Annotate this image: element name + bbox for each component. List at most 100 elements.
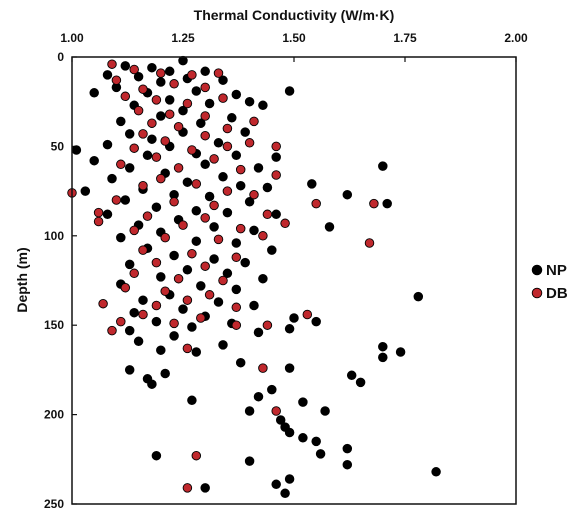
data-point-db xyxy=(160,136,170,146)
data-point-db xyxy=(222,141,233,152)
data-point-np xyxy=(240,257,250,268)
data-point-np xyxy=(120,195,131,205)
legend-marker-np xyxy=(531,264,543,276)
data-point-db xyxy=(311,198,321,209)
data-point-np xyxy=(191,236,202,246)
data-point-db xyxy=(129,225,139,236)
data-point-db xyxy=(244,138,255,148)
data-point-db xyxy=(111,75,122,85)
data-point-db xyxy=(187,248,197,259)
data-point-np xyxy=(204,191,215,202)
data-point-np xyxy=(124,163,135,173)
data-point-db xyxy=(169,197,179,207)
data-point-np xyxy=(124,325,135,336)
data-point-db xyxy=(271,141,281,152)
data-point-np xyxy=(378,352,388,363)
data-point-np xyxy=(102,139,113,150)
data-point-db xyxy=(169,79,179,89)
data-point-np xyxy=(382,198,392,209)
data-point-db xyxy=(182,98,193,109)
data-point-db xyxy=(213,68,224,78)
data-point-np xyxy=(355,377,366,388)
data-point-db xyxy=(200,213,210,223)
data-point-np xyxy=(120,61,131,71)
data-point-np xyxy=(169,331,179,341)
data-point-np xyxy=(244,456,255,466)
data-point-np xyxy=(116,116,126,127)
data-point-db xyxy=(369,198,379,209)
data-point-db xyxy=(93,216,104,227)
data-point-np xyxy=(191,86,202,96)
data-point-np xyxy=(307,179,317,189)
data-point-db xyxy=(262,209,273,220)
data-point-np xyxy=(231,284,242,295)
data-point-np xyxy=(156,77,166,87)
data-point-np xyxy=(178,304,188,314)
data-point-db xyxy=(249,189,259,200)
data-point-np xyxy=(147,134,157,144)
data-point-db xyxy=(182,295,193,305)
data-point-np xyxy=(200,66,210,77)
data-point-db xyxy=(200,261,210,271)
data-point-np xyxy=(253,163,264,173)
data-point-np xyxy=(102,209,113,220)
data-point-np xyxy=(133,336,144,347)
data-point-np xyxy=(346,370,357,381)
data-point-np xyxy=(244,197,255,207)
data-point-np xyxy=(244,406,255,416)
data-point-db xyxy=(218,275,228,286)
data-point-db xyxy=(204,290,215,300)
data-point-db xyxy=(107,59,117,69)
data-point-db xyxy=(138,129,148,139)
data-point-db xyxy=(187,145,197,155)
data-point-np xyxy=(151,316,162,327)
data-point-np xyxy=(431,467,441,477)
data-point-db xyxy=(160,286,170,296)
x-tick-label: 1.75 xyxy=(393,31,417,45)
data-point-np xyxy=(378,341,388,352)
data-point-np xyxy=(298,397,308,407)
legend-label-np: NP xyxy=(546,262,567,279)
data-point-db xyxy=(147,118,157,128)
data-point-db xyxy=(116,159,126,170)
data-point-db xyxy=(138,84,148,94)
data-point-db xyxy=(271,170,281,180)
data-point-np xyxy=(284,324,295,334)
legend: NP DB xyxy=(531,262,568,302)
data-point-db xyxy=(107,325,117,336)
data-point-db xyxy=(151,300,162,311)
data-point-db xyxy=(209,200,219,211)
data-point-db xyxy=(173,121,184,132)
data-point-db xyxy=(218,93,228,103)
data-point-db xyxy=(200,130,210,141)
data-point-np xyxy=(213,138,224,148)
data-point-np xyxy=(311,316,321,327)
data-point-np xyxy=(209,222,219,232)
data-points xyxy=(67,55,441,499)
data-point-np xyxy=(240,127,250,137)
data-point-np xyxy=(289,313,299,323)
data-point-db xyxy=(187,70,197,80)
data-point-db xyxy=(111,195,122,205)
data-point-np xyxy=(218,172,228,182)
data-point-np xyxy=(156,345,166,355)
data-point-db xyxy=(138,309,148,320)
data-point-db xyxy=(200,82,210,93)
data-point-db xyxy=(133,105,144,116)
data-point-db xyxy=(262,320,273,330)
data-point-db xyxy=(249,116,259,127)
data-point-np xyxy=(342,189,353,200)
data-point-np xyxy=(80,186,91,196)
data-point-np xyxy=(235,357,246,368)
data-point-db xyxy=(93,207,104,218)
data-point-np xyxy=(107,173,117,184)
data-point-np xyxy=(187,322,197,332)
data-point-np xyxy=(258,100,268,111)
data-point-np xyxy=(284,363,295,373)
data-point-np xyxy=(71,145,82,155)
data-point-db xyxy=(169,318,179,329)
data-point-np xyxy=(200,483,210,493)
data-point-np xyxy=(227,113,237,123)
data-point-db xyxy=(231,302,242,313)
data-point-np xyxy=(298,433,308,443)
